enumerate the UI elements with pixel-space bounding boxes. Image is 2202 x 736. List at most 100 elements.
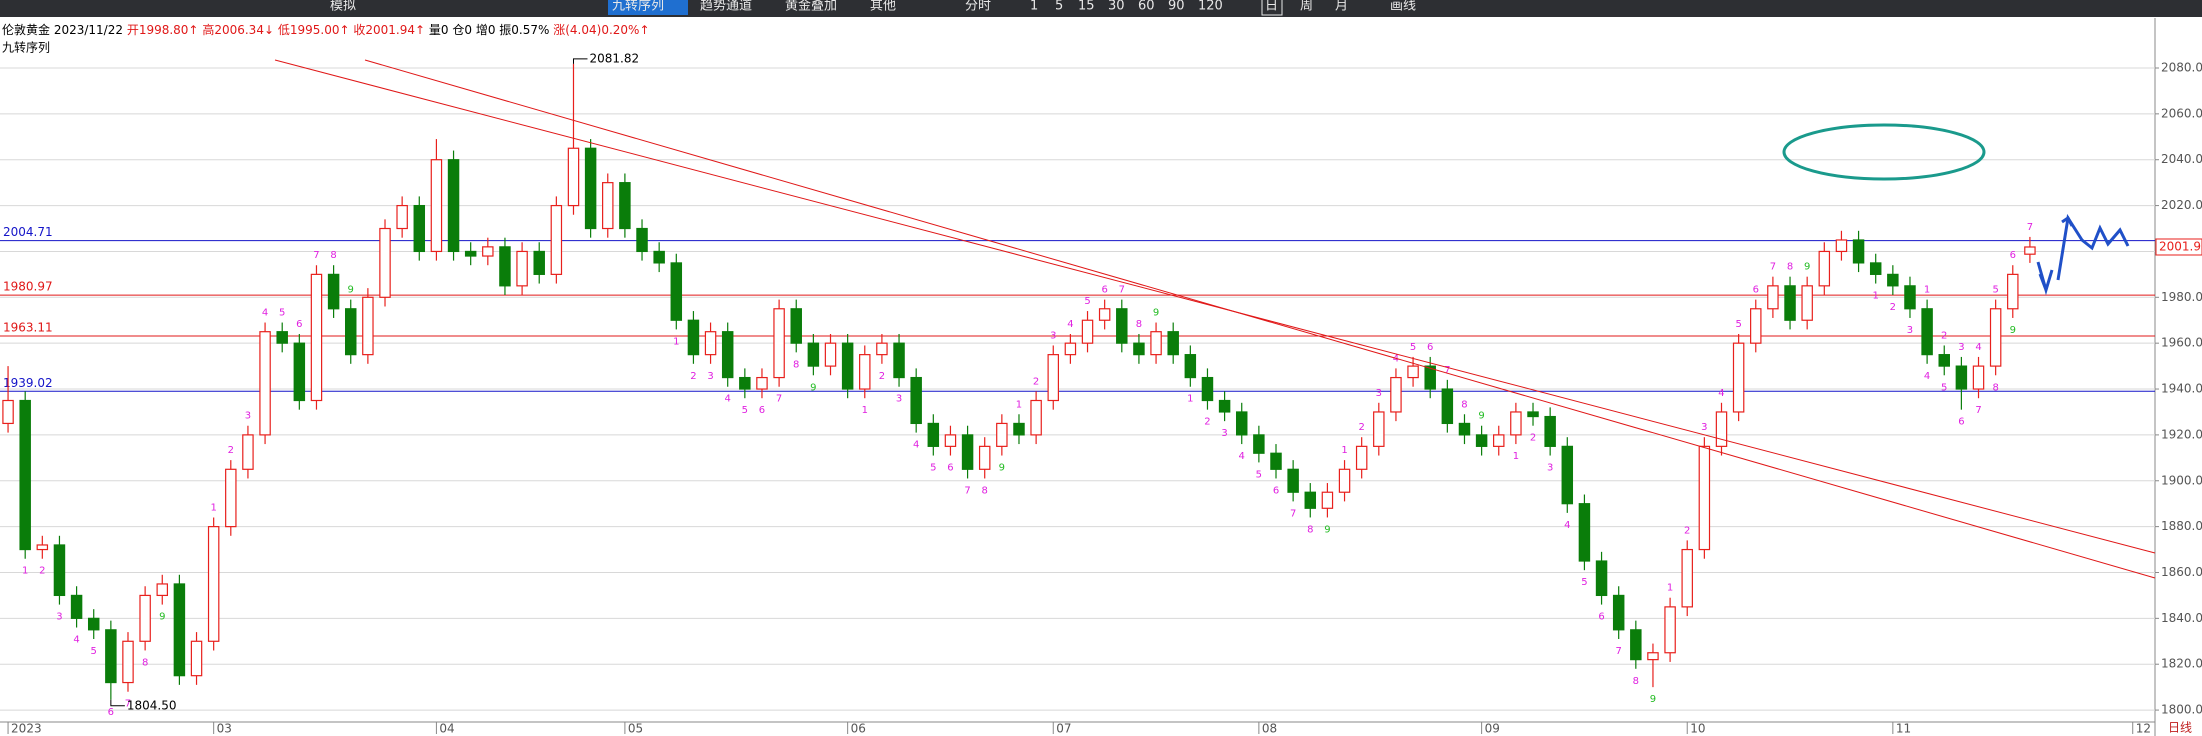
td-buy-count: 6 [1273, 485, 1279, 496]
td-sell-count: 1 [1341, 445, 1347, 456]
td-sell-count: 1 [1016, 399, 1022, 410]
candle-body [859, 354, 871, 390]
td-buy-count: 7 [776, 394, 782, 405]
y-tick-label: 1920.0 [2161, 427, 2202, 441]
td-sell-count: 1 [1924, 285, 1930, 296]
candle-body [379, 227, 391, 298]
td-buy-count: 5 [930, 463, 936, 474]
td-buy-count: 5 [742, 405, 748, 416]
toolbar-item[interactable]: 15 [1078, 0, 1095, 14]
td-sell-count: 2 [1941, 330, 1947, 341]
toolbar-item[interactable]: 90 [1168, 0, 1185, 14]
td-buy-count: 4 [725, 394, 731, 405]
candle-body [721, 331, 734, 379]
candle-body [1064, 342, 1077, 356]
candle-body [1081, 319, 1094, 344]
td-sell-count: 2 [1033, 376, 1039, 387]
candle-body [1921, 308, 1933, 356]
candle-body [1818, 250, 1831, 287]
candle-body [1475, 434, 1488, 447]
td-sell-count: 1 [1667, 583, 1673, 594]
toolbar-item[interactable]: 九转序列 [612, 0, 664, 14]
candle-body [1784, 285, 1796, 321]
td-buy-count: 3 [56, 612, 62, 623]
y-tick-label: 1980.0 [2161, 290, 2202, 304]
candle-body [1218, 399, 1231, 413]
toolbar-item[interactable]: 月 [1335, 0, 1348, 14]
td-buy-count: 4 [913, 440, 919, 451]
candle-body [1595, 560, 1608, 597]
trend-line [274, 59, 2156, 554]
candle-body [876, 342, 888, 356]
max-marker [572, 58, 588, 64]
y-tick-label: 1940.0 [2161, 382, 2202, 396]
info-change: 涨(4.04)0.20%↑ [553, 22, 649, 37]
candle-body [225, 468, 237, 528]
toolbar-item[interactable]: 1 [1030, 0, 1038, 14]
toolbar-active [608, 0, 688, 15]
candle-body [636, 227, 648, 253]
candle-body [36, 544, 49, 551]
y-tick-label: 1860.0 [2161, 565, 2202, 579]
candle-body [1338, 468, 1351, 493]
toolbar [0, 0, 2202, 17]
candle-body [276, 331, 288, 344]
y-tick-label: 1880.0 [2161, 519, 2202, 533]
toolbar-item[interactable]: 趋势通道 [700, 0, 752, 14]
td-buy-count: 4 [1924, 371, 1930, 382]
candle-body [2024, 246, 2036, 255]
x-tick-label: 08 [1262, 722, 1277, 736]
toolbar-item[interactable]: 120 [1198, 0, 1223, 14]
toolbar-item[interactable]: 周 [1300, 0, 1313, 14]
candle-body [567, 147, 580, 207]
td-buy-count: 4 [1239, 451, 1245, 462]
candle-body [1235, 411, 1248, 436]
x-tick-label: 05 [628, 722, 643, 736]
td-buy-count: 9 [810, 382, 816, 393]
toolbar-item[interactable]: 模拟 [330, 0, 356, 14]
td-buy-count: 1 [862, 405, 868, 416]
candle-body [1030, 399, 1042, 436]
td-buy-count: 7 [964, 485, 970, 496]
td-sell-count: 5 [1084, 296, 1090, 307]
td-buy-count: 2 [1204, 417, 1210, 428]
level-label: 1963.11 [3, 321, 53, 335]
toolbar-item[interactable]: 画线 [1390, 0, 1416, 14]
toolbar-active [1261, 0, 1283, 16]
candle-body [996, 422, 1008, 447]
candle-body [653, 250, 665, 264]
toolbar-item[interactable]: 分时 [965, 0, 991, 14]
toolbar-item[interactable]: 日 [1265, 0, 1278, 14]
td-buy-count: 9 [1324, 524, 1330, 535]
candle-body [1578, 503, 1591, 562]
td-sell-count: 4 [1975, 342, 1981, 353]
toolbar-item[interactable]: 其他 [870, 0, 896, 14]
td-sell-count: 7 [2027, 222, 2033, 233]
candle-body [1544, 415, 1556, 447]
candle-body [1664, 606, 1676, 654]
td-buy-count: 8 [1307, 524, 1313, 535]
toolbar-item[interactable]: 黄金叠加 [785, 0, 837, 14]
candle-body [87, 617, 100, 631]
td-sell-count: 9 [1804, 262, 1810, 273]
td-buy-count: 8 [142, 657, 148, 668]
candle-body [1955, 365, 1968, 390]
toolbar-item[interactable]: 60 [1138, 0, 1155, 14]
candle-body [1304, 491, 1317, 509]
toolbar-item[interactable]: 30 [1108, 0, 1125, 14]
candle-body [1321, 491, 1334, 509]
toolbar-item[interactable]: 5 [1055, 0, 1063, 14]
td-buy-count: 9 [999, 463, 1005, 474]
candle-body [1184, 354, 1197, 379]
candle-body [533, 250, 545, 275]
level-label: 1939.02 [3, 376, 53, 390]
candle-body [1287, 468, 1299, 493]
candle-body [790, 308, 802, 344]
candle-body [619, 182, 631, 230]
candle-body [756, 376, 768, 390]
candle-body [430, 159, 443, 253]
candle-body [19, 399, 31, 551]
candle-body [1852, 239, 1865, 264]
td-buy-count: 1 [22, 566, 28, 577]
y-tick-label: 2040.0 [2161, 152, 2202, 166]
